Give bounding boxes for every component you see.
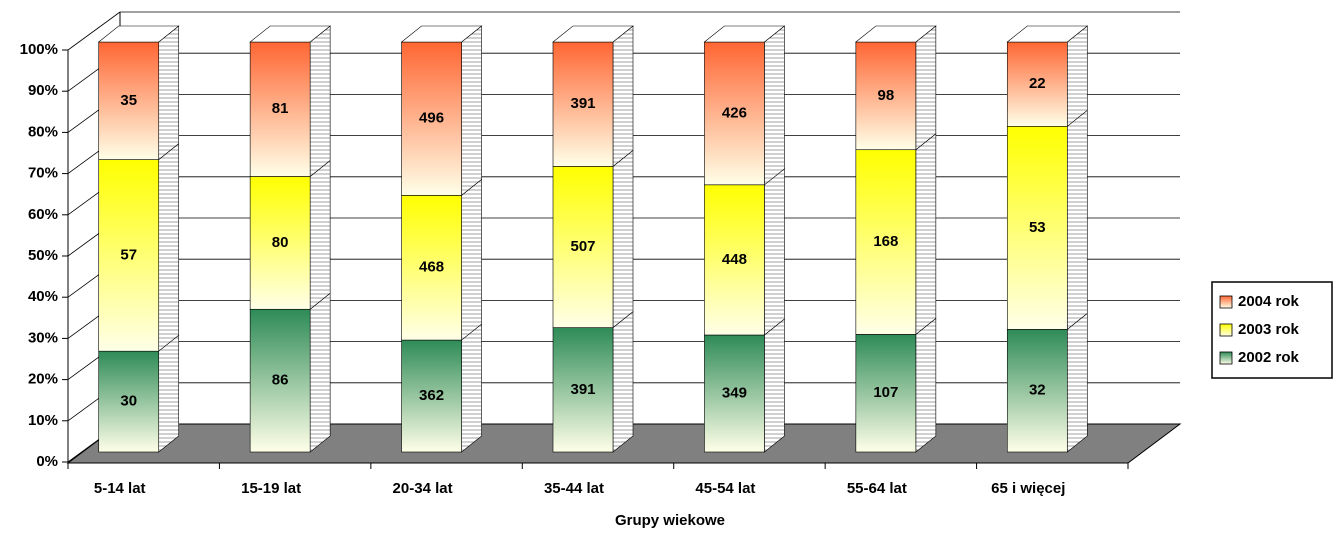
bar-side — [309, 292, 331, 453]
bar-side — [612, 25, 634, 167]
y-tick-label: 70% — [28, 165, 58, 182]
legend-swatch — [1219, 323, 1233, 337]
data-label: 30 — [120, 393, 137, 410]
bar-side — [1066, 109, 1088, 331]
x-tick-label: 35-44 lat — [544, 480, 604, 497]
bar-side — [158, 25, 180, 161]
data-label: 80 — [272, 234, 289, 251]
y-tick-label: 60% — [28, 206, 58, 223]
side-wall-line — [67, 11, 121, 51]
y-tick-label: 80% — [28, 123, 58, 140]
data-label: 107 — [873, 384, 898, 401]
bar-side — [1066, 312, 1088, 453]
bar — [1006, 125, 1068, 330]
legend-label: 2002 rok — [1238, 349, 1300, 366]
bar-side — [1066, 25, 1088, 127]
bar — [98, 41, 160, 160]
bar-side — [461, 25, 482, 196]
bar — [704, 41, 765, 186]
bar — [855, 41, 917, 151]
bar-side — [309, 159, 331, 310]
bar — [552, 41, 614, 167]
bar-top — [400, 25, 483, 43]
data-label: 349 — [722, 384, 747, 401]
bar — [552, 166, 614, 328]
bar — [249, 41, 311, 177]
bar-side — [309, 25, 331, 178]
y-tick-label: 10% — [28, 412, 58, 429]
x-tick-label: 5-14 lat — [94, 480, 146, 497]
bar-top — [97, 25, 180, 43]
y-tick-label: 50% — [28, 247, 58, 264]
legend-label: 2004 rok — [1238, 293, 1300, 310]
data-label: 391 — [570, 95, 595, 112]
bar-side — [764, 168, 785, 336]
x-tick-label: 65 i więcej — [991, 480, 1065, 497]
bar — [98, 350, 160, 453]
bar — [401, 41, 462, 196]
bar-side — [915, 317, 937, 453]
x-tick-label: 45-54 lat — [695, 480, 755, 497]
bar — [855, 334, 917, 453]
data-label: 22 — [1029, 75, 1046, 92]
data-label: 468 — [419, 259, 444, 276]
bar-side — [612, 311, 634, 453]
legend-label: 2003 rok — [1238, 321, 1300, 338]
bar-side — [764, 25, 785, 186]
x-tick-label: 55-64 lat — [847, 480, 907, 497]
bar — [249, 176, 311, 310]
bar-side — [915, 133, 937, 336]
bar — [704, 184, 765, 336]
data-label: 86 — [272, 372, 289, 389]
bar — [1006, 41, 1068, 127]
data-label: 35 — [120, 92, 137, 109]
y-tick-label: 0% — [36, 453, 58, 470]
bar-top — [249, 25, 331, 43]
bar-side — [915, 25, 937, 151]
y-tick-label: 90% — [28, 82, 58, 99]
data-label: 32 — [1029, 382, 1046, 399]
data-label: 81 — [272, 100, 289, 117]
x-axis-title: Grupy wiekowe — [615, 512, 725, 529]
data-label: 391 — [570, 381, 595, 398]
bar-top — [1006, 25, 1089, 43]
y-tick-label: 40% — [28, 288, 58, 305]
data-label: 53 — [1029, 219, 1046, 236]
bar-side — [461, 323, 482, 453]
data-label: 496 — [419, 110, 444, 127]
bar-side — [764, 318, 785, 453]
legend-swatch — [1219, 295, 1233, 309]
bar — [855, 149, 917, 335]
y-tick-label: 30% — [28, 329, 58, 346]
legend-swatch — [1219, 351, 1233, 365]
x-tick-label: 15-19 lat — [241, 480, 301, 497]
bar — [401, 195, 462, 341]
data-label: 448 — [722, 251, 747, 268]
bar-side — [612, 149, 634, 329]
data-label: 362 — [419, 387, 444, 404]
x-tick-label: 20-34 lat — [393, 480, 453, 497]
data-label: 426 — [722, 104, 747, 121]
y-tick-label: 100% — [20, 41, 58, 58]
bar — [704, 334, 765, 453]
bar-top — [855, 25, 937, 43]
data-label: 507 — [570, 238, 595, 255]
bar-side — [158, 334, 180, 453]
data-label: 98 — [878, 87, 895, 104]
data-label: 168 — [873, 233, 898, 250]
bar-side — [158, 142, 180, 352]
y-tick-label: 20% — [28, 371, 58, 388]
bar — [552, 327, 614, 453]
bar-side — [461, 178, 482, 341]
bar — [1006, 329, 1068, 453]
bar-top — [703, 25, 786, 43]
bar-top — [552, 25, 634, 43]
data-label: 57 — [120, 246, 137, 263]
bar — [249, 308, 311, 453]
bar — [401, 339, 462, 453]
